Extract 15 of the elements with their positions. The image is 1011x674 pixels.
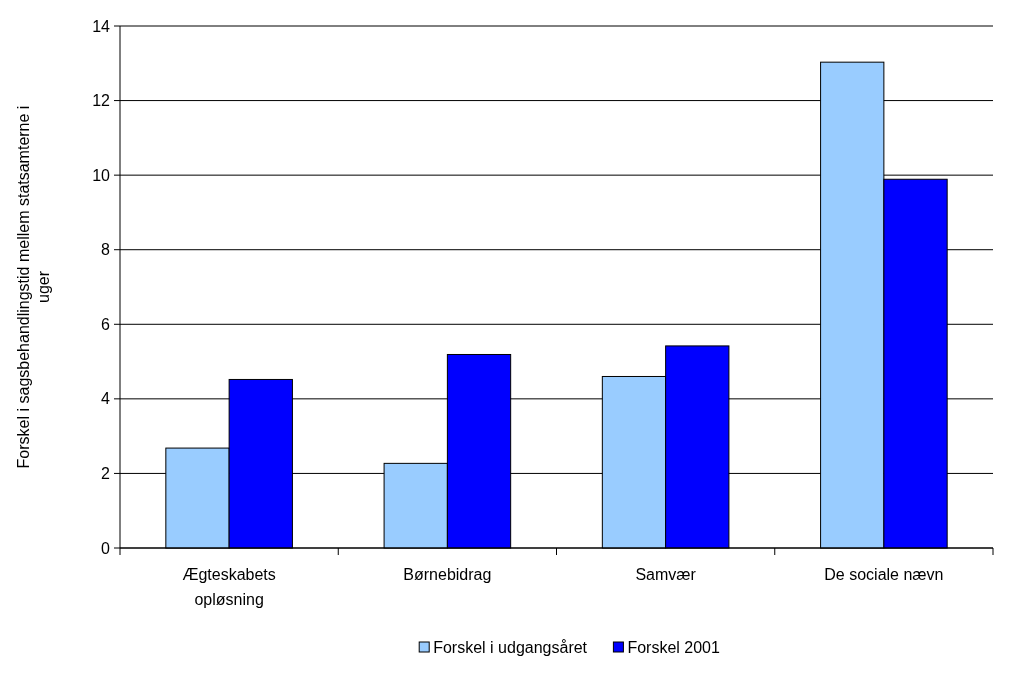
y-tick-label: 6 xyxy=(101,315,111,333)
y-tick-label: 12 xyxy=(92,92,111,110)
y-tick-label: 0 xyxy=(101,539,111,557)
x-tick-label: De sociale nævn xyxy=(824,566,944,583)
y-tick-label: 8 xyxy=(101,241,111,259)
x-tick-label: Samvær xyxy=(635,566,697,583)
legend-label: Forskel i udgangsåret xyxy=(433,639,588,656)
legend-label: Forskel 2001 xyxy=(627,639,720,656)
x-tick-label: Børnebidrag xyxy=(403,566,492,583)
y-tick-label: 10 xyxy=(92,166,111,184)
x-tick-label: Ægteskabets opløsning xyxy=(182,566,276,608)
y-tick-label: 2 xyxy=(101,465,111,483)
y-tick-label: 14 xyxy=(92,17,111,35)
y-axis-title: Forskel i sagsbehandlingstid mellem statsamterne i uger xyxy=(15,105,52,469)
y-tick-label: 4 xyxy=(101,390,111,408)
